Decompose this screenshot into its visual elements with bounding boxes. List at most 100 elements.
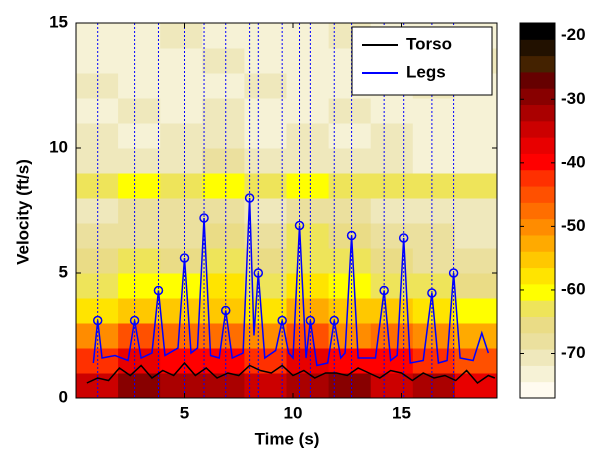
heatmap-cell <box>202 248 245 274</box>
heatmap-cell <box>160 198 203 224</box>
colorbar-frame <box>519 22 556 399</box>
colorbar-step <box>520 39 555 57</box>
heatmap-cell <box>160 373 203 399</box>
colorbar-tick-label: -20 <box>561 25 586 44</box>
y-axis-label: Velocity (ft/s) <box>13 159 32 265</box>
colorbar-step <box>520 381 555 399</box>
colorbar-step <box>520 55 555 73</box>
heatmap-cell <box>160 98 203 124</box>
peak-marker <box>305 315 316 326</box>
heatmap-cell <box>118 198 161 224</box>
heatmap-cell <box>160 348 203 374</box>
legend-label: Legs <box>406 62 446 81</box>
heatmap-cell <box>202 123 245 149</box>
heatmap-cell <box>454 373 498 399</box>
legend-box <box>351 26 493 96</box>
heatmap-cell <box>244 323 287 349</box>
peak-marker <box>448 268 459 278</box>
heatmap-cell <box>244 373 287 399</box>
heatmap-cell <box>328 98 372 124</box>
heatmap-cell <box>328 148 372 174</box>
heatmap-cell <box>454 248 498 274</box>
heatmap-cell <box>202 73 245 99</box>
heatmap-cell <box>370 123 414 149</box>
heatmap-cell <box>412 123 456 149</box>
colorbar-tick-label: -70 <box>561 343 586 362</box>
heatmap-cell <box>454 298 498 324</box>
y-tick-label: 10 <box>49 137 68 156</box>
heatmap-cell <box>412 98 456 124</box>
x-tick-label: 15 <box>392 403 411 422</box>
heatmap-cell <box>118 223 161 249</box>
peak-marker <box>179 253 190 263</box>
heatmap-cell <box>370 148 414 174</box>
heatmap-cell <box>286 298 330 324</box>
heatmap-cell <box>286 48 330 74</box>
colorbar-step <box>520 218 555 236</box>
heatmap-cell <box>244 98 287 124</box>
heatmap-cell <box>370 223 414 249</box>
heatmap-cell <box>244 73 287 99</box>
heatmap-cell <box>370 173 414 199</box>
series-line <box>86 361 496 384</box>
heatmap-cell <box>118 173 161 199</box>
colorbar-step <box>520 104 555 122</box>
colorbar-step <box>520 316 555 334</box>
peak-marker <box>277 315 287 326</box>
heatmap-cell <box>328 373 372 399</box>
y-tick-label: 5 <box>59 262 68 281</box>
colorbar-step <box>520 23 555 40</box>
colorbar-step <box>520 71 555 89</box>
colorbar-step <box>520 120 555 138</box>
colorbar-step <box>520 169 555 187</box>
heatmap-cell <box>454 198 498 224</box>
heatmap-cell <box>118 123 161 149</box>
heatmap-cell <box>76 73 119 99</box>
peak-marker <box>253 268 264 278</box>
colorbar-step <box>520 300 555 317</box>
heatmap-cell <box>412 223 456 249</box>
colorbar-step <box>520 186 555 203</box>
heatmap-cell <box>286 73 330 99</box>
heatmap-cell <box>328 298 372 324</box>
heatmap-cell <box>118 48 161 74</box>
peak-marker <box>346 230 357 241</box>
heatmap-cell <box>118 248 161 274</box>
colorbar-step <box>520 202 555 220</box>
heatmap-cell <box>244 348 287 374</box>
heatmap-cell <box>160 123 203 149</box>
heatmap-cell <box>118 298 161 324</box>
heatmap-cell <box>286 23 330 49</box>
heatmap-cell <box>286 248 330 274</box>
colorbar-step <box>520 349 555 366</box>
heatmap-cell <box>160 73 203 99</box>
colorbar-step <box>520 267 555 285</box>
peak-marker <box>244 193 255 203</box>
heatmap-cell <box>202 148 245 174</box>
heatmap-cell <box>118 98 161 124</box>
heatmap-cell <box>412 198 456 224</box>
peak-marker <box>294 220 305 231</box>
peak-marker <box>398 233 409 243</box>
heatmap-cell <box>454 273 498 299</box>
heatmap-cell <box>286 173 330 199</box>
heatmap-cell <box>412 148 456 174</box>
heatmap-cell <box>118 23 161 49</box>
heatmap-cell <box>244 48 287 74</box>
heatmap-cell <box>370 98 414 124</box>
heatmap-cell <box>244 273 287 299</box>
colorbar-step <box>520 234 555 252</box>
heatmap-cell <box>328 198 372 224</box>
x-tick-label: 10 <box>284 403 303 422</box>
peak-marker <box>220 305 231 316</box>
heatmap-cell <box>202 223 245 249</box>
heatmap-cell <box>412 248 456 274</box>
colorbar-step <box>520 88 555 106</box>
heatmap-cell <box>76 173 119 199</box>
plot-frame <box>75 22 498 399</box>
colorbar-step <box>520 153 555 171</box>
heatmap-cell <box>328 223 372 249</box>
heatmap-cell <box>244 23 287 49</box>
heatmap-cell <box>328 123 372 149</box>
